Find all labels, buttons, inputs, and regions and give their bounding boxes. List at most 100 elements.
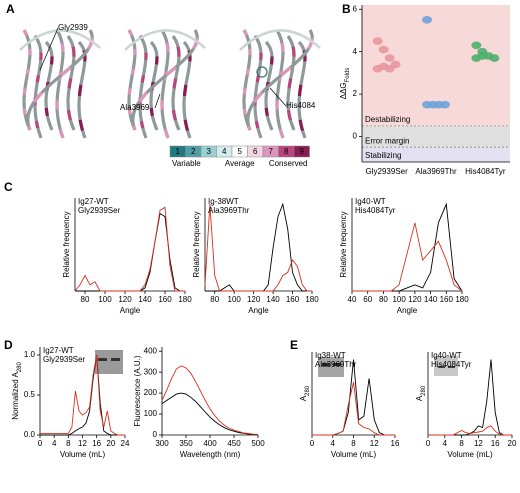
y-axis-label-subscript: Folds: [345, 68, 351, 83]
residue-label: Ala3969: [120, 103, 150, 112]
line-series: [204, 204, 312, 292]
x-tick-label: 12: [474, 439, 483, 448]
legend-label: Ala3969Thr: [208, 206, 250, 215]
x-tick-label: 0: [426, 439, 431, 448]
region: [362, 147, 510, 162]
legend-label: His4084Tyr: [431, 360, 472, 369]
x-tick-label: 160: [158, 295, 172, 304]
y-tick-label: 1.0: [24, 350, 36, 359]
y-tick-label: 400: [144, 346, 158, 355]
x-tick-label: 80: [81, 295, 90, 304]
y-tick-label: 100: [144, 409, 158, 418]
ribbon: [149, 40, 159, 131]
line-series: [161, 365, 259, 435]
y-tick-label: 0.0: [24, 430, 36, 439]
y-axis-label: A280: [415, 385, 426, 401]
protein-structures: [19, 29, 321, 139]
y-axis-label-subscript: 280: [305, 385, 311, 396]
ribbon-highlight: [286, 35, 296, 131]
x-tick-label: Ala3969Thr: [415, 167, 457, 176]
legend-label: Ala3969Thr: [315, 360, 357, 369]
x-tick-label: 0: [38, 439, 43, 448]
ribbon-highlight: [297, 40, 307, 139]
scale-number: 7: [269, 147, 274, 156]
ribbon-highlight: [171, 35, 181, 131]
data-point: [471, 41, 482, 50]
x-tick-label: 24: [121, 439, 130, 448]
line-series: [40, 354, 125, 436]
line-series: [40, 354, 125, 436]
x-tick-label: His4084Tyr: [465, 167, 506, 176]
legend-label: His4084Tyr: [355, 206, 396, 215]
scale-number: 2: [191, 147, 196, 156]
ribbon-highlight: [77, 40, 87, 139]
y-axis-label-text: A: [299, 395, 308, 401]
x-tick-label: 140: [424, 295, 438, 304]
ribbon: [264, 40, 274, 131]
region-label: Destabilizing: [365, 115, 410, 124]
line-series: [205, 202, 312, 292]
legend-label: Ig40-WT: [355, 197, 386, 206]
x-tick-label: 4: [443, 439, 448, 448]
y-axis-label-text: A: [415, 395, 424, 401]
x-tick-label: 20: [508, 439, 517, 448]
data-point: [378, 45, 389, 54]
panel-label: B: [342, 2, 351, 16]
legend-label: Gly2939Ser: [43, 355, 86, 364]
x-tick-label: 140: [266, 295, 280, 304]
x-tick-label: 80: [210, 295, 219, 304]
panel-label: A: [6, 2, 15, 16]
y-axis-label-text: Relative frequency: [192, 211, 201, 277]
x-tick-label: 160: [440, 295, 454, 304]
line-series: [312, 382, 395, 436]
x-tick-label: 8: [66, 439, 71, 448]
x-tick-label: Gly2939Ser: [366, 167, 409, 176]
x-tick-label: 120: [247, 295, 261, 304]
x-tick-label: 16: [391, 439, 400, 448]
chart: 40 60 80 100 120 140 160 180 Angle Relative frequ…: [339, 197, 469, 315]
x-tick-label: 400: [203, 439, 217, 448]
scale-number: 3: [207, 147, 212, 156]
y-axis-label-text: Relative frequency: [339, 211, 348, 277]
y-axis-label: Fluorescence (A.U.): [133, 355, 142, 426]
ribbon-loop: [239, 29, 321, 51]
x-tick-label: 8: [351, 439, 356, 448]
x-tick-label: 12: [78, 439, 87, 448]
legend-label: Ig-38WT: [208, 197, 239, 206]
panel-label: C: [4, 180, 13, 194]
panel-label: D: [4, 338, 13, 352]
x-axis-label: Wavelength (nm): [180, 450, 241, 459]
region: [362, 125, 510, 148]
region-label: Stabilizing: [365, 151, 401, 160]
ribbon-loop: [124, 29, 206, 51]
scale-number: 5: [238, 147, 243, 156]
x-tick-label: 16: [491, 439, 500, 448]
y-tick-label: 6: [353, 4, 358, 13]
scale-number: 1: [176, 147, 181, 156]
x-tick-label: 100: [228, 295, 242, 304]
x-tick-label: 4: [331, 439, 336, 448]
ribbon: [22, 29, 32, 131]
data-point: [489, 54, 500, 62]
y-tick-label: 2: [353, 89, 358, 98]
line-series: [352, 202, 463, 292]
data-point: [372, 37, 383, 45]
y-axis-label-subscript: 280: [17, 362, 23, 373]
legend-label: Ig27-WT: [78, 197, 109, 206]
x-tick-label: 12: [370, 439, 379, 448]
data-point: [477, 52, 488, 60]
scale-label: Average: [225, 159, 255, 168]
ribbon: [242, 29, 252, 131]
ribbon-loop: [19, 29, 101, 51]
x-tick-label: 180: [455, 295, 469, 304]
x-axis-label: Volume (mL): [447, 450, 493, 459]
label-leader: [269, 87, 287, 107]
y-tick-label: 0: [153, 430, 158, 439]
y-axis-label-text: Fluorescence (A.U.): [133, 355, 142, 426]
data-point: [422, 16, 432, 24]
chart: Destabilizing Error margin Stabilizing 0 2 4 6…: [339, 4, 510, 176]
y-axis-label: A280: [299, 385, 310, 401]
data-point: [384, 64, 395, 73]
y-tick-label: 4: [353, 47, 358, 56]
